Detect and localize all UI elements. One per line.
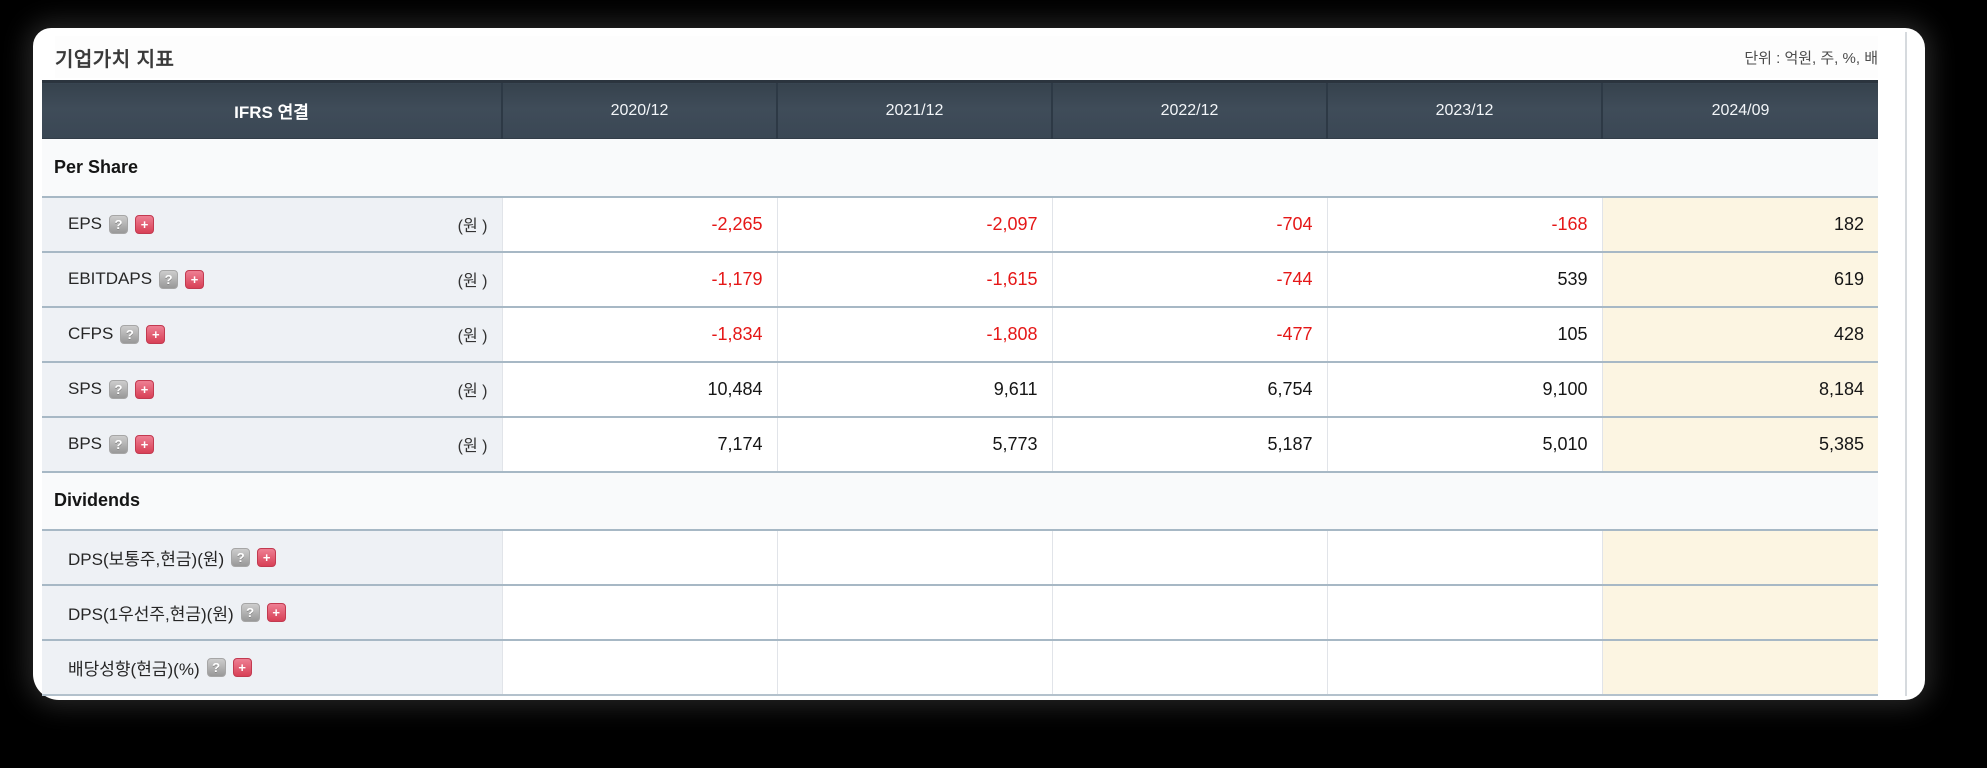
value-cell <box>1601 638 1878 695</box>
table-row-dps-pref: DPS(1우선주,현금)(원)? + <box>42 583 1878 640</box>
table-row-cfps: CFPS? + (원 ) -1,834 -1,808 -477 105 428 <box>42 305 1878 362</box>
row-label: SPS <box>68 379 103 398</box>
content-page: 기업가치 지표 단위 : 억원, 주, %, 배 IFRS 연결 2020/12… <box>33 28 1925 700</box>
value-cell: 6,754 <box>1051 360 1327 417</box>
valuation-table: IFRS 연결 2020/12 2021/12 2022/12 2023/12 … <box>42 80 1878 696</box>
value-cell <box>1601 528 1878 585</box>
plus-icon[interactable]: + <box>257 547 277 567</box>
header-period-2023: 2023/12 <box>1326 80 1602 139</box>
value-cell: 5,773 <box>776 415 1052 472</box>
table-header-row: IFRS 연결 2020/12 2021/12 2022/12 2023/12 … <box>42 80 1878 139</box>
row-label: BPS <box>68 434 103 453</box>
value-cell: -168 <box>1326 195 1602 252</box>
value-cell: -1,834 <box>501 305 777 362</box>
value-cell: -1,179 <box>501 250 777 307</box>
row-label: EBITDAPS <box>68 269 153 288</box>
help-icon[interactable]: ? <box>109 379 129 399</box>
help-icon[interactable]: ? <box>231 547 251 567</box>
value-cell: 182 <box>1601 195 1878 252</box>
value-cell <box>776 583 1052 640</box>
plus-icon[interactable]: + <box>135 379 155 399</box>
value-cell: 619 <box>1601 250 1878 307</box>
table-row-payout-ratio: 배당성향(현금)(%)? + <box>42 638 1878 695</box>
value-cell <box>1051 638 1327 695</box>
help-icon[interactable]: ? <box>206 657 226 677</box>
value-cell: 5,187 <box>1051 415 1327 472</box>
table-row-bps: BPS? + (원 ) 7,174 5,773 5,187 5,010 5,385 <box>42 415 1878 472</box>
section-row-per-share: Per Share <box>42 138 1878 197</box>
value-cell <box>1601 583 1878 640</box>
value-cell: 9,611 <box>776 360 1052 417</box>
header-period-2024: 2024/09 <box>1601 80 1878 139</box>
value-cell: 5,010 <box>1326 415 1602 472</box>
row-label: 배당성향(현금)(%) <box>68 659 200 679</box>
value-cell <box>1051 583 1327 640</box>
row-unit: (원 ) <box>457 328 488 345</box>
plus-icon[interactable]: + <box>135 214 155 234</box>
value-cell <box>501 638 777 695</box>
value-cell <box>501 528 777 585</box>
help-icon[interactable]: ? <box>240 602 260 622</box>
value-cell <box>1326 583 1602 640</box>
value-cell <box>1051 528 1327 585</box>
row-label: DPS(보통주,현금)(원) <box>68 549 225 569</box>
section-title: Per Share <box>42 138 1878 197</box>
value-cell: -2,265 <box>501 195 777 252</box>
value-cell: 7,174 <box>501 415 777 472</box>
row-unit: (원 ) <box>457 438 488 455</box>
plus-icon[interactable]: + <box>232 657 252 677</box>
value-cell <box>1326 528 1602 585</box>
valuation-table-wrap: IFRS 연결 2020/12 2021/12 2022/12 2023/12 … <box>42 80 1878 696</box>
plus-icon[interactable]: + <box>146 324 166 344</box>
section-title: Dividends <box>42 470 1878 530</box>
value-cell: -2,097 <box>776 195 1052 252</box>
row-unit: (원 ) <box>457 383 488 400</box>
header-period-2021: 2021/12 <box>776 80 1052 139</box>
value-cell: -477 <box>1051 305 1327 362</box>
value-cell: -1,615 <box>776 250 1052 307</box>
help-icon[interactable]: ? <box>109 214 129 234</box>
value-cell: 428 <box>1601 305 1878 362</box>
value-cell <box>776 638 1052 695</box>
row-label: DPS(1우선주,현금)(원) <box>68 604 234 624</box>
value-cell <box>1326 638 1602 695</box>
plus-icon[interactable]: + <box>185 269 205 289</box>
value-cell <box>776 528 1052 585</box>
plus-icon[interactable]: + <box>135 434 155 454</box>
value-cell <box>501 583 777 640</box>
help-icon[interactable]: ? <box>109 434 129 454</box>
table-row-ebitdaps: EBITDAPS? + (원 ) -1,179 -1,615 -744 539 6… <box>42 250 1878 307</box>
help-icon[interactable]: ? <box>120 324 140 344</box>
help-icon[interactable]: ? <box>159 269 179 289</box>
plus-icon[interactable]: + <box>266 602 286 622</box>
unit-note: 단위 : 억원, 주, %, 배 <box>1744 49 1878 67</box>
value-cell: -704 <box>1051 195 1327 252</box>
table-row-dps-common: DPS(보통주,현금)(원)? + <box>42 528 1878 585</box>
row-unit: (원 ) <box>457 218 488 235</box>
header-period-2022: 2022/12 <box>1051 80 1327 139</box>
title-bar: 기업가치 지표 단위 : 억원, 주, %, 배 <box>55 36 1878 78</box>
value-cell: -1,808 <box>776 305 1052 362</box>
value-cell: 5,385 <box>1601 415 1878 472</box>
row-label: CFPS <box>68 324 114 343</box>
value-cell: -744 <box>1051 250 1327 307</box>
row-label: EPS <box>68 214 103 233</box>
value-cell: 539 <box>1326 250 1602 307</box>
value-cell: 105 <box>1326 305 1602 362</box>
header-ifrs: IFRS 연결 <box>42 80 502 139</box>
value-cell: 8,184 <box>1601 360 1878 417</box>
table-row-eps: EPS? + (원 ) -2,265 -2,097 -704 -168 182 <box>42 195 1878 252</box>
value-cell: 9,100 <box>1326 360 1602 417</box>
header-period-2020: 2020/12 <box>501 80 777 139</box>
table-row-sps: SPS? + (원 ) 10,484 9,611 6,754 9,100 8,18… <box>42 360 1878 417</box>
section-row-dividends: Dividends <box>42 470 1878 530</box>
value-cell: 10,484 <box>501 360 777 417</box>
page-title: 기업가치 지표 <box>55 48 175 71</box>
vertical-divider <box>1905 32 1907 696</box>
row-unit: (원 ) <box>457 273 488 290</box>
